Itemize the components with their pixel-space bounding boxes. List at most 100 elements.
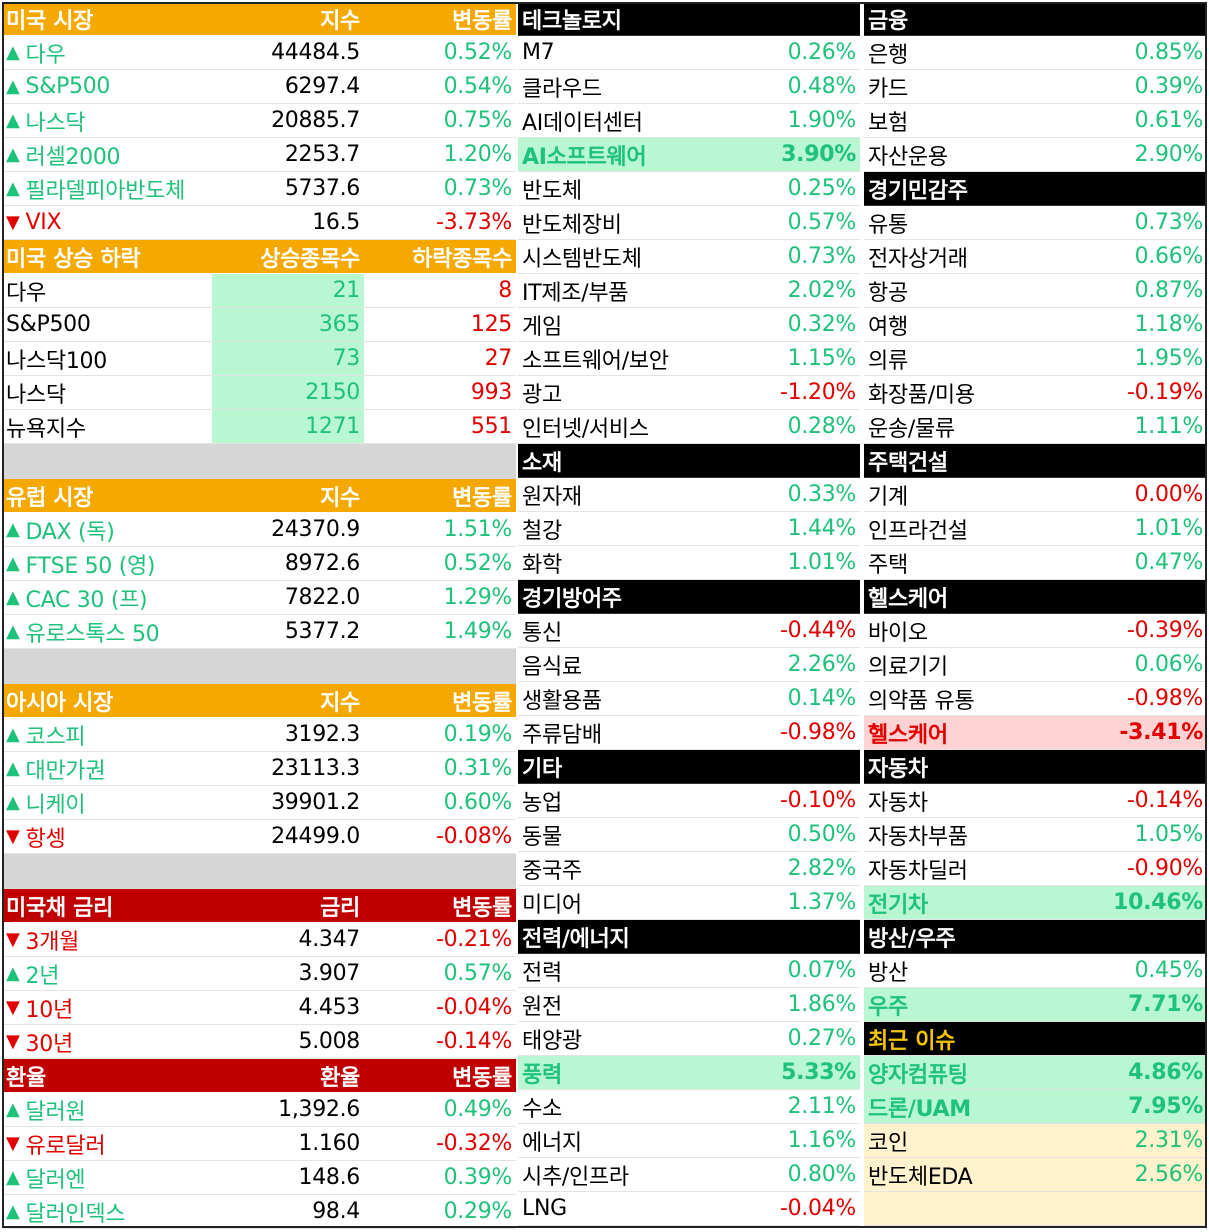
change-percent: 0.80% xyxy=(787,1162,857,1187)
sector-header: 소재 xyxy=(518,444,860,478)
fx-header: 환율 환율 변동률 xyxy=(2,1059,516,1093)
change-percent: 0.66% xyxy=(1134,244,1204,269)
sector-row: 방산 0.45% xyxy=(864,954,1207,988)
sector-row: 전력 0.07% xyxy=(518,954,860,988)
sector-row: 전자상거래 0.66% xyxy=(864,240,1207,274)
down-arrow-icon: ▼ xyxy=(6,212,20,233)
table-row: 나스닥 2150 993 xyxy=(2,376,516,410)
sector-name: 반도체 xyxy=(522,178,582,204)
up-arrow-icon: ▲ xyxy=(6,963,20,984)
sector-name: 생활용품 xyxy=(522,688,602,714)
sector-name: LNG xyxy=(522,1196,567,1221)
sector-header: 최근 이슈 xyxy=(864,1022,1207,1056)
sector-row: 시스템반도체 0.73% xyxy=(518,240,860,274)
sector-name: 유통 xyxy=(868,212,908,238)
sector-name: 은행 xyxy=(868,42,908,68)
change-percent: 0.45% xyxy=(1134,958,1204,983)
sector-name: 코인 xyxy=(868,1130,908,1156)
change-percent: -0.04% xyxy=(435,995,512,1020)
index-value: 44484.5 xyxy=(271,40,360,65)
column-header: 변동률 xyxy=(452,690,512,716)
table-row: ▲ DAX (독) 24370.9 1.51% xyxy=(2,513,516,547)
sector-row: 바이오 -0.39% xyxy=(864,614,1207,648)
sector-name: 여행 xyxy=(868,314,908,340)
sector-row: 인프라건설 1.01% xyxy=(864,512,1207,546)
sector-row: 반도체EDA 2.56% xyxy=(864,1158,1207,1192)
row-label: S&P500 xyxy=(25,74,111,99)
row-label: 유로달러 xyxy=(25,1133,106,1159)
change-percent: 0.47% xyxy=(1134,550,1204,575)
sector-name: M7 xyxy=(522,40,555,65)
row-label: 대만가권 xyxy=(25,758,106,784)
change-percent: 0.75% xyxy=(443,108,513,133)
row-label: 3개월 xyxy=(25,929,80,955)
change-percent: 4.86% xyxy=(1128,1060,1203,1085)
table-row: ▲ 2년 3.907 0.57% xyxy=(2,957,516,991)
up-arrow-icon: ▲ xyxy=(6,1167,20,1188)
change-percent: 1.01% xyxy=(787,550,857,575)
table-row: ▼ VIX 16.5 -3.73% xyxy=(2,206,516,240)
index-value: 16.5 xyxy=(312,210,360,235)
change-percent: 1.51% xyxy=(443,517,513,542)
row-label: 30년 xyxy=(25,1031,74,1057)
change-percent: 0.39% xyxy=(443,1165,513,1190)
sector-column-right: 금융 은행 0.85% 카드 0.39% 보험 0.61% 자산운용 2.90% 경기민감주 유통 0… xyxy=(864,2,1207,1226)
change-percent: -3.73% xyxy=(435,210,512,235)
row-name-cell: ▲ 니케이 xyxy=(2,786,212,819)
change-percent: -0.10% xyxy=(779,788,856,813)
change-percent: 0.73% xyxy=(443,176,513,201)
sector-row: 풍력 5.33% xyxy=(518,1056,860,1090)
up-arrow-icon: ▲ xyxy=(6,792,20,813)
row-label: VIX xyxy=(25,210,62,235)
declining-count: 551 xyxy=(470,414,512,439)
sector-header: 테크놀로지 xyxy=(518,2,860,36)
sector-name: 동물 xyxy=(522,824,562,850)
row-label: 코스피 xyxy=(25,724,86,750)
sector-name: 자동차부품 xyxy=(868,824,968,850)
change-percent: 1.37% xyxy=(787,890,857,915)
up-arrow-icon: ▲ xyxy=(6,144,20,165)
row-label: S&P500 xyxy=(6,312,91,337)
change-percent: 0.57% xyxy=(787,210,857,235)
column-header: 하락종목수 xyxy=(412,246,512,272)
row-name-cell: ▲ 2년 xyxy=(2,957,212,990)
sector-row: 헬스케어 -3.41% xyxy=(864,716,1207,750)
change-percent: 0.57% xyxy=(443,961,513,986)
sector-name: 방산 xyxy=(868,960,908,986)
row-name-cell: ▲ CAC 30 (프) xyxy=(2,581,212,614)
index-value: 8972.6 xyxy=(284,551,360,576)
sector-name: 우주 xyxy=(868,994,908,1020)
asia_market-header: 아시아 시장 지수 변동률 xyxy=(2,684,516,718)
eu_market-header: 유럽 시장 지수 변동률 xyxy=(2,479,516,513)
row-name-cell: ▲ S&P500 xyxy=(2,70,212,103)
change-percent: 7.71% xyxy=(1128,992,1203,1017)
sector-row: 미디어 1.37% xyxy=(518,886,860,920)
sector-name: 자동차 xyxy=(868,790,928,816)
change-percent: 0.29% xyxy=(443,1199,513,1224)
index-value: 24499.0 xyxy=(271,824,360,849)
sector-row: 의약품 유통 -0.98% xyxy=(864,682,1207,716)
index-value: 5377.2 xyxy=(284,619,360,644)
change-percent: 2.02% xyxy=(787,278,857,303)
row-label: 다우 xyxy=(25,42,66,68)
sector-row: 전기차 10.46% xyxy=(864,886,1207,920)
section-spacer xyxy=(2,444,516,479)
sector-row: 화장품/미용 -0.19% xyxy=(864,376,1207,410)
up-arrow-icon: ▲ xyxy=(6,1099,20,1120)
change-percent: 1.16% xyxy=(787,1128,857,1153)
change-percent: 0.60% xyxy=(443,790,513,815)
row-name-cell: ▲ 유로스톡스 50 xyxy=(2,615,212,648)
column-header: 상승종목수 xyxy=(260,246,360,272)
change-percent: 2.56% xyxy=(1134,1162,1204,1187)
sector-column-middle: 테크놀로지 M7 0.26% 클라우드 0.48% AI데이터센터 1.90% AI소프트웨어… xyxy=(518,2,860,1226)
up-arrow-icon: ▲ xyxy=(6,42,20,63)
sector-name: 기계 xyxy=(868,484,908,510)
row-label: 필라델피아반도체 xyxy=(25,178,186,204)
change-percent: 0.19% xyxy=(443,722,513,747)
sector-title: 경기민감주 xyxy=(868,178,968,204)
change-percent: -0.19% xyxy=(1126,380,1203,405)
row-label: 러셀2000 xyxy=(25,144,121,170)
table-row: 뉴욕지수 1271 551 xyxy=(2,410,516,444)
sector-name xyxy=(864,1192,1109,1225)
row-label: 2년 xyxy=(25,963,60,989)
